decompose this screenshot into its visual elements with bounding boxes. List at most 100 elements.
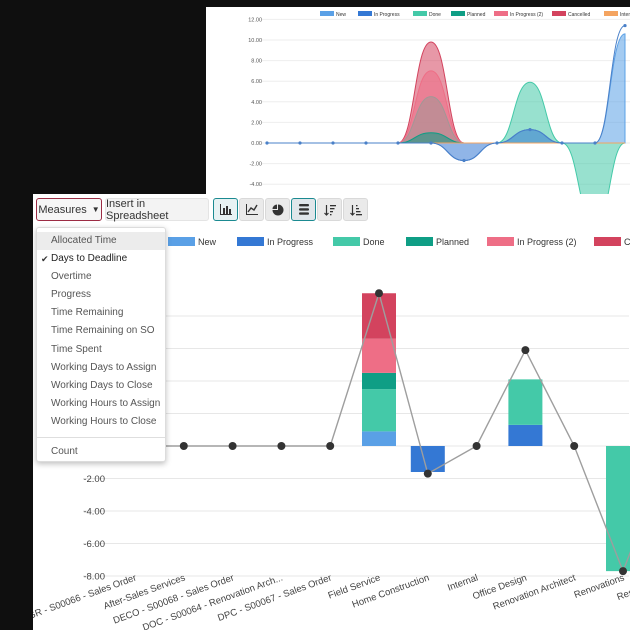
measures-dropdown-menu: Allocated Time ✔ Days to Deadline Overtime P… [36,227,166,462]
stacked-bar-chart: -2.00 -4.00 -6.00 -8.00 New In Progress Done Pl… [33,237,630,630]
measure-item-working-days-to-close[interactable]: Working Days to Close [37,377,165,395]
measure-item-time-spent[interactable]: Time Spent [37,341,165,359]
bg-legend-label: In Progress [374,12,400,18]
bg-y-tick-label: 10.00 [248,38,262,44]
sort-ascending-icon [349,204,362,216]
bg-total-point [298,141,302,145]
bg-total-point [396,141,400,145]
bg-legend-swatch [451,11,465,16]
y-tick-label: -2.00 [83,474,105,485]
bg-total-point [593,141,597,145]
background-area-chart: 12.00 10.00 8.00 6.00 4.00 2.00 0.00 -2.00 -4.00… [248,11,630,197]
total-point [228,442,237,450]
bg-legend-swatch [320,11,334,16]
bg-legend-label: Planned [467,12,486,18]
measure-item-allocated-time[interactable]: Allocated Time [37,232,165,251]
pie-chart-button[interactable] [265,198,290,221]
measure-item-progress[interactable]: Progress [37,286,165,304]
total-point [570,442,579,450]
bg-legend-swatch [604,11,618,16]
bg-total-point [528,128,532,132]
measure-item-label: Working Hours to Assign [51,397,161,409]
sort-descending-icon [323,204,336,216]
y-tick-label: -8.00 [83,572,105,583]
bar-segment [362,293,396,339]
insert-in-spreadsheet-button[interactable]: Insert in Spreadsheet [105,198,209,222]
y-tick-label: -6.00 [83,539,105,550]
legend-swatch [333,237,360,246]
stacked-icon [298,204,309,215]
bg-y-tick-label: 8.00 [251,59,262,65]
bg-total-point [364,141,368,145]
legend-swatch [487,237,514,246]
legend-swatch [406,237,433,246]
line-chart-button[interactable] [239,198,264,221]
measure-item-label: Working Days to Close [51,379,153,391]
sort-ascending-button[interactable] [343,198,368,221]
bg-y-tick-label: 4.00 [251,100,262,106]
measure-item-label: Allocated Time [51,235,117,246]
total-point [179,442,188,450]
bar-segment [508,379,543,425]
total-point [472,442,481,450]
bg-legend-swatch [358,11,372,16]
measure-item-time-remaining[interactable]: Time Remaining [37,304,165,322]
total-point [521,346,530,355]
bar-segment [362,431,396,446]
caret-down-icon: ▼ [91,205,100,214]
bg-y-tick-label: 2.00 [251,120,262,126]
bg-legend-label: Cancelled [568,12,590,18]
bg-total-point [560,141,564,145]
background-chart-window: 12.00 10.00 8.00 6.00 4.00 2.00 0.00 -2.00 -4.00… [206,7,630,197]
pie-chart-icon [272,204,283,215]
bar-segment [362,372,396,390]
legend-swatch [594,237,621,246]
bg-y-tick-label: 6.00 [251,79,262,85]
measure-item-overtime[interactable]: Overtime [37,268,165,286]
bg-total-point [331,141,335,145]
legend-swatch [237,237,264,246]
graph-toolbar: Measures ▼ Insert in Spreadsheet [33,194,630,226]
x-tick-label: Renovation Architect [492,572,578,612]
sort-descending-button[interactable] [317,198,342,221]
bar-chart-button[interactable] [213,198,238,221]
measure-item-working-hours-to-close[interactable]: Working Hours to Close [37,413,165,431]
measure-item-count-label: Count [51,446,78,458]
measure-item-working-hours-to-assign[interactable]: Working Hours to Assign [37,395,165,413]
legend-label: Done [363,237,385,247]
measure-item-label: Progress [51,289,92,301]
bg-y-tick-label: -4.00 [249,182,262,188]
bg-legend-label: In Progress (2) [510,12,543,18]
legend-label: In Progress (2) [517,237,577,247]
bar-segment [362,338,396,373]
measure-item-label: Time Remaining on SO [51,325,155,337]
bar-segment [410,446,445,472]
bg-total-point [429,141,433,145]
bg-legend-label: Done [429,12,441,18]
bg-legend-label: Internal [620,12,630,18]
bg-y-tick-label: 12.00 [248,17,262,23]
measure-item-time-remaining-on-so[interactable]: Time Remaining on SO [37,322,165,340]
total-point [619,567,627,576]
measure-item-count[interactable]: Count [37,443,165,461]
measure-item-label: Time Remaining [51,307,124,319]
line-chart-icon [245,204,258,215]
bg-legend-label: New [336,12,346,18]
stacked-button[interactable] [291,198,316,221]
legend-label: Cancelled [624,237,630,247]
graph-view-window: -2.00 -4.00 -6.00 -8.00 New In Progress Done Pl… [33,194,630,630]
bg-y-tick-label: 0.00 [251,141,262,147]
measure-item-label: Working Hours to Close [51,415,157,427]
menu-divider [37,437,165,439]
measure-item-working-days-to-assign[interactable]: Working Days to Assign [37,359,165,377]
measure-item-label: Working Days to Assign [51,361,157,373]
measure-item-label: Days to Deadline [51,253,128,265]
bar-segment [606,446,630,572]
total-point [423,469,432,478]
bg-legend-swatch [413,11,427,16]
bg-legend-swatch [494,11,508,16]
bg-legend-swatch [552,11,566,16]
measures-dropdown-button[interactable]: Measures ▼ [36,198,102,221]
measure-item-days-to-deadline[interactable]: ✔ Days to Deadline [37,250,165,268]
legend-label: Planned [436,237,469,247]
